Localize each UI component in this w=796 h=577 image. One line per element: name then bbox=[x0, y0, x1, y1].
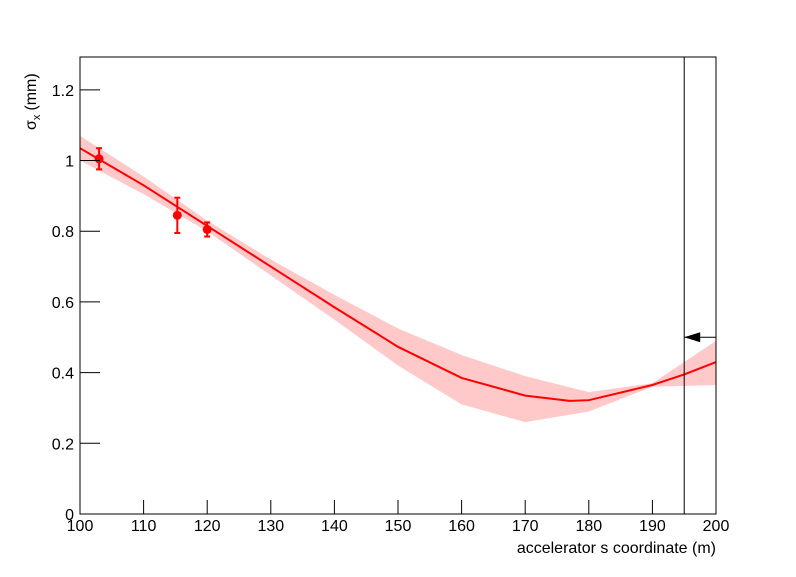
x-tick-label: 110 bbox=[131, 518, 157, 535]
data-point bbox=[202, 224, 212, 234]
x-tick-label: 200 bbox=[703, 518, 730, 535]
arrow-head bbox=[684, 332, 701, 343]
x-tick-label: 120 bbox=[194, 518, 221, 535]
x-tick-label: 130 bbox=[257, 518, 284, 535]
y-label-subscript: x bbox=[31, 114, 43, 120]
y-tick-label: 0.6 bbox=[52, 295, 74, 312]
data-point bbox=[172, 210, 182, 220]
x-axis-label: accelerator s coordinate (m) bbox=[517, 540, 716, 557]
x-tick-label: 170 bbox=[512, 518, 539, 535]
x-tick-label: 100 bbox=[67, 518, 94, 535]
y-tick-label: 1.2 bbox=[52, 83, 74, 100]
y-tick-label: 0.4 bbox=[52, 366, 74, 383]
x-tick-label: 150 bbox=[385, 518, 412, 535]
data-point bbox=[94, 154, 104, 164]
y-label-unit: (mm) bbox=[23, 73, 40, 110]
y-axis-label: σx (mm) bbox=[23, 73, 43, 130]
x-tick-label: 140 bbox=[321, 518, 348, 535]
y-tick-label: 0.8 bbox=[52, 224, 74, 241]
x-tick-label: 190 bbox=[639, 518, 666, 535]
y-tick-label: 0.2 bbox=[52, 436, 74, 453]
y-tick-label: 0 bbox=[65, 507, 74, 524]
x-tick-label: 160 bbox=[448, 518, 475, 535]
x-tick-label: 180 bbox=[575, 518, 602, 535]
y-label-symbol: σ bbox=[23, 120, 40, 130]
y-tick-label: 1 bbox=[65, 154, 74, 171]
confidence-band bbox=[80, 135, 716, 423]
